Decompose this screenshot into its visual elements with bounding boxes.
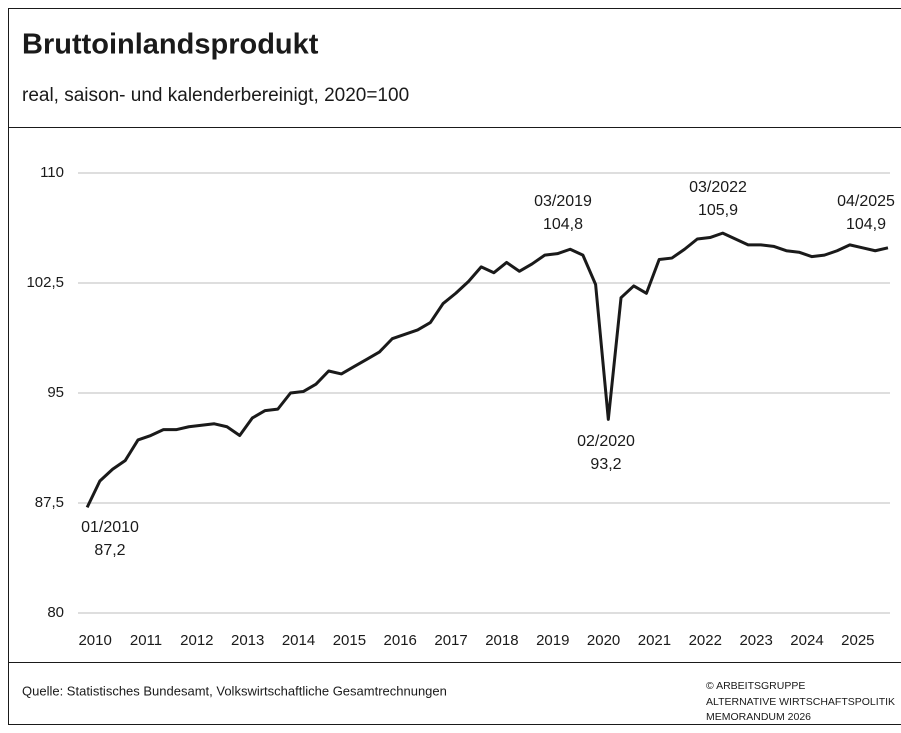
y-tick-label: 110 (40, 164, 64, 181)
x-tick-label: 2010 (78, 632, 111, 649)
x-tick-label: 2018 (485, 632, 518, 649)
x-tick-label: 2025 (841, 632, 874, 649)
x-tick-label: 2017 (434, 632, 467, 649)
annotation-value: 104,8 (543, 216, 583, 233)
x-tick-label: 2013 (231, 632, 264, 649)
y-tick-label: 95 (47, 384, 64, 401)
x-tick-label: 2021 (638, 632, 671, 649)
x-tick-label: 2016 (384, 632, 417, 649)
annotation-value: 87,2 (94, 542, 125, 559)
frame (8, 8, 901, 725)
x-tick-label: 2011 (130, 632, 162, 649)
x-tick-label: 2020 (587, 632, 620, 649)
annotation-date: 02/2020 (577, 433, 635, 450)
chart-subtitle: real, saison- und kalenderbereinigt, 202… (22, 85, 409, 106)
copyright: © ARBEITSGRUPPE (706, 680, 805, 692)
copyright: MEMORANDUM 2026 (706, 711, 811, 723)
annotation-date: 04/2025 (837, 193, 895, 210)
chart-title: Bruttoinlandsprodukt (22, 29, 319, 61)
annotation-date: 03/2022 (689, 179, 747, 196)
x-tick-label: 2019 (536, 632, 569, 649)
annotation-date: 01/2010 (81, 519, 139, 536)
y-tick-label: 80 (47, 604, 64, 621)
x-tick-label: 2024 (790, 632, 823, 649)
annotation-value: 105,9 (698, 202, 738, 219)
copyright: ALTERNATIVE WIRTSCHAFTSPOLITIK (706, 696, 895, 708)
annotation-value: 104,9 (846, 216, 886, 233)
data-line (85, 231, 889, 509)
x-tick-label: 2015 (333, 632, 366, 649)
x-tick-label: 2014 (282, 632, 315, 649)
annotation-date: 03/2019 (534, 193, 592, 210)
y-tick-label: 102,5 (26, 274, 64, 291)
source: Quelle: Statistisches Bundesamt, Volkswi… (22, 683, 447, 698)
annotation-value: 93,2 (590, 456, 621, 473)
y-tick-label: 87,5 (35, 494, 64, 511)
x-tick-label: 2012 (180, 632, 213, 649)
x-tick-label: 2023 (739, 632, 772, 649)
x-tick-label: 2022 (689, 632, 722, 649)
